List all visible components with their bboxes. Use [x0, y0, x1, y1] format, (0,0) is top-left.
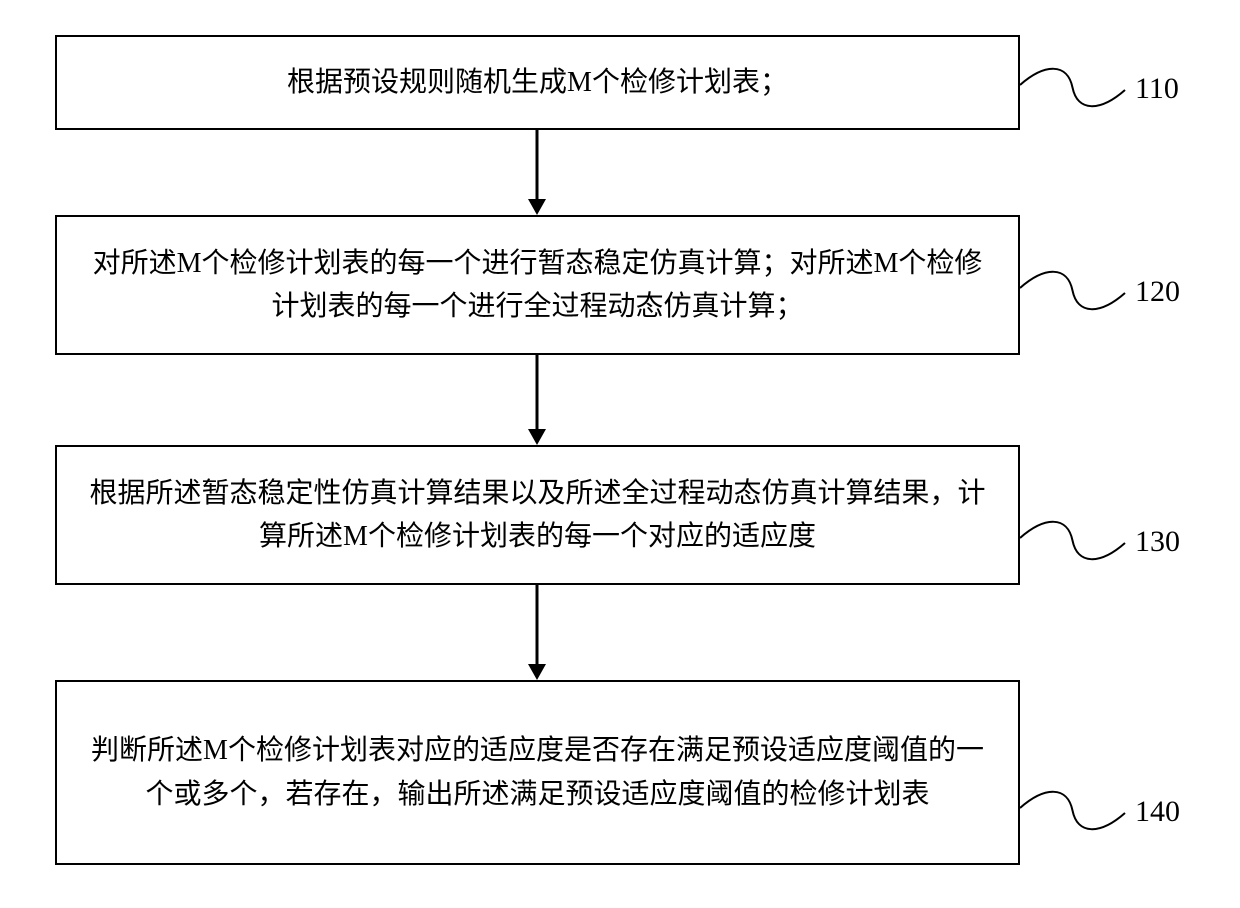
- step-text: 判断所述M个检修计划表对应的适应度是否存在满足预设适应度阈值的一个或多个，若存在…: [87, 729, 988, 816]
- flow-step-110: 根据预设规则随机生成M个检修计划表；: [55, 35, 1020, 130]
- flowchart-canvas: 根据预设规则随机生成M个检修计划表； 110 对所述M个检修计划表的每一个进行暂态稳…: [0, 0, 1240, 908]
- arrow-2: [517, 350, 557, 450]
- connector-140: [1000, 768, 1145, 833]
- step-text: 根据预设规则随机生成M个检修计划表；: [287, 61, 788, 104]
- flow-step-140: 判断所述M个检修计划表对应的适应度是否存在满足预设适应度阈值的一个或多个，若存在…: [55, 680, 1020, 865]
- step-text: 对所述M个检修计划表的每一个进行暂态稳定仿真计算；对所述M个检修计划表的每一个进…: [87, 242, 988, 329]
- step-label-140: 140: [1135, 795, 1180, 829]
- arrow-1: [517, 125, 557, 220]
- arrow-3: [517, 580, 557, 685]
- flow-step-120: 对所述M个检修计划表的每一个进行暂态稳定仿真计算；对所述M个检修计划表的每一个进…: [55, 215, 1020, 355]
- step-text: 根据所述暂态稳定性仿真计算结果以及所述全过程动态仿真计算结果，计算所述M个检修计…: [87, 472, 988, 559]
- connector-110: [1000, 45, 1145, 110]
- step-label-110: 110: [1135, 72, 1179, 106]
- flow-step-130: 根据所述暂态稳定性仿真计算结果以及所述全过程动态仿真计算结果，计算所述M个检修计…: [55, 445, 1020, 585]
- step-label-130: 130: [1135, 525, 1180, 559]
- connector-120: [1000, 248, 1145, 313]
- connector-130: [1000, 498, 1145, 563]
- step-label-120: 120: [1135, 275, 1180, 309]
